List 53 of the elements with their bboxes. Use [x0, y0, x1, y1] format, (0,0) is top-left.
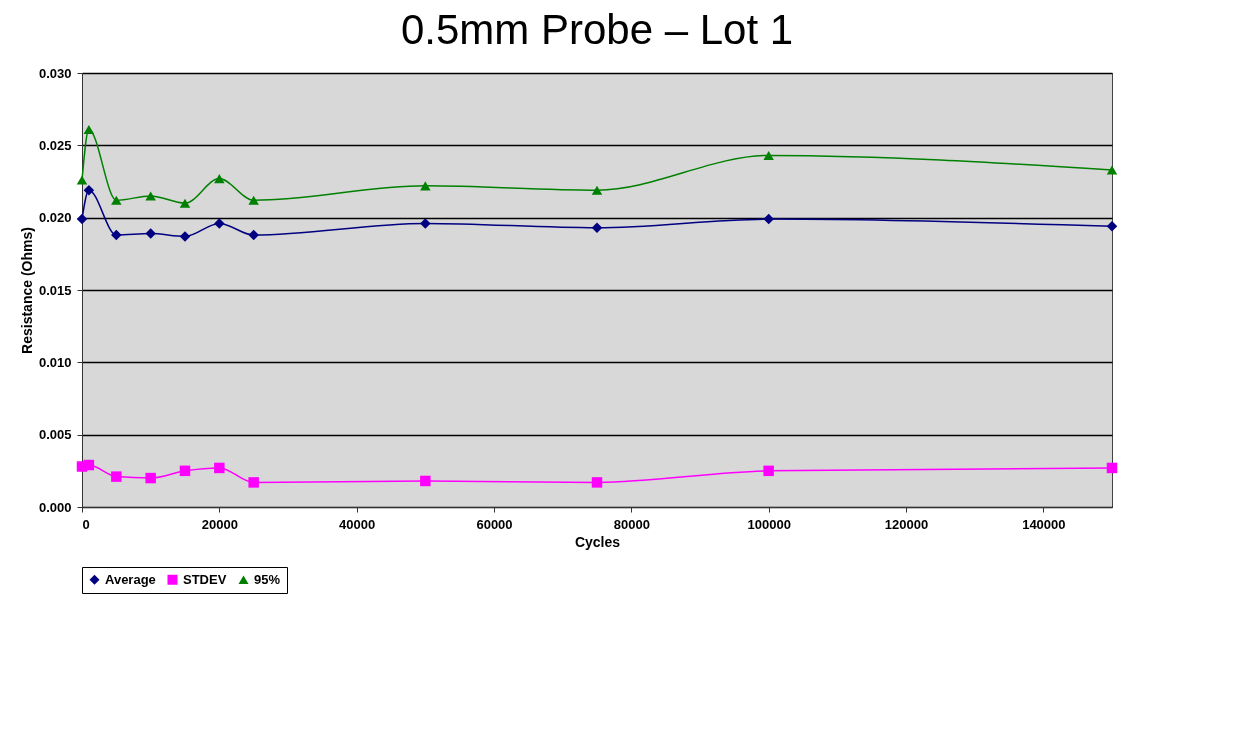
x-tick-label: 40000: [339, 516, 376, 532]
x-axis-title: Cycles: [574, 533, 621, 550]
point: [83, 184, 95, 196]
y-tick-label: 0.025: [38, 137, 72, 153]
legend-label: STDEV: [183, 571, 227, 587]
point: [83, 124, 95, 134]
point: [179, 231, 191, 242]
point: [1106, 165, 1118, 175]
point: [1106, 462, 1118, 474]
point: [763, 150, 774, 160]
point: [420, 218, 431, 229]
legend-label: 95%: [254, 571, 281, 587]
point: [591, 185, 603, 195]
y-tick-label: 0.030: [38, 65, 72, 81]
y-tick-label: 0.010: [38, 354, 72, 370]
point: [76, 175, 88, 185]
point: [111, 471, 122, 482]
point: [145, 228, 156, 239]
point: [179, 198, 191, 208]
y-tick-label: 0.015: [38, 282, 72, 298]
point: [763, 465, 774, 477]
y-tick-label: 0.020: [38, 210, 72, 226]
x-tick-label: 140000: [1022, 516, 1066, 532]
point: [591, 477, 603, 488]
legend-label: Average: [105, 571, 156, 587]
y-axis-title: Resistance (Ohms): [18, 227, 35, 354]
point: [111, 229, 122, 241]
point: [145, 191, 156, 201]
point: [763, 213, 774, 225]
y-tick-label: 0.000: [38, 499, 72, 515]
point: [248, 477, 259, 488]
point: [214, 218, 225, 229]
y-tick-label: 0.005: [38, 427, 72, 443]
chart-title: 0.5mm Probe – Lot 1: [400, 6, 794, 53]
point: [420, 181, 431, 191]
point: [591, 222, 603, 234]
point: [1106, 221, 1118, 232]
x-tick-label: 80000: [613, 516, 650, 532]
point: [83, 459, 95, 471]
point: [145, 472, 156, 484]
point: [111, 195, 122, 205]
point: [248, 195, 259, 205]
point: [76, 213, 88, 225]
point: [179, 465, 191, 477]
point: [214, 462, 225, 474]
point: [420, 475, 431, 487]
x-tick-label: 20000: [201, 516, 238, 532]
point: [248, 229, 259, 241]
point: [214, 174, 225, 184]
x-tick-label: 0: [82, 516, 90, 532]
x-tick-label: 100000: [747, 516, 791, 532]
x-tick-label: 60000: [476, 516, 513, 532]
x-tick-label: 120000: [884, 516, 929, 532]
